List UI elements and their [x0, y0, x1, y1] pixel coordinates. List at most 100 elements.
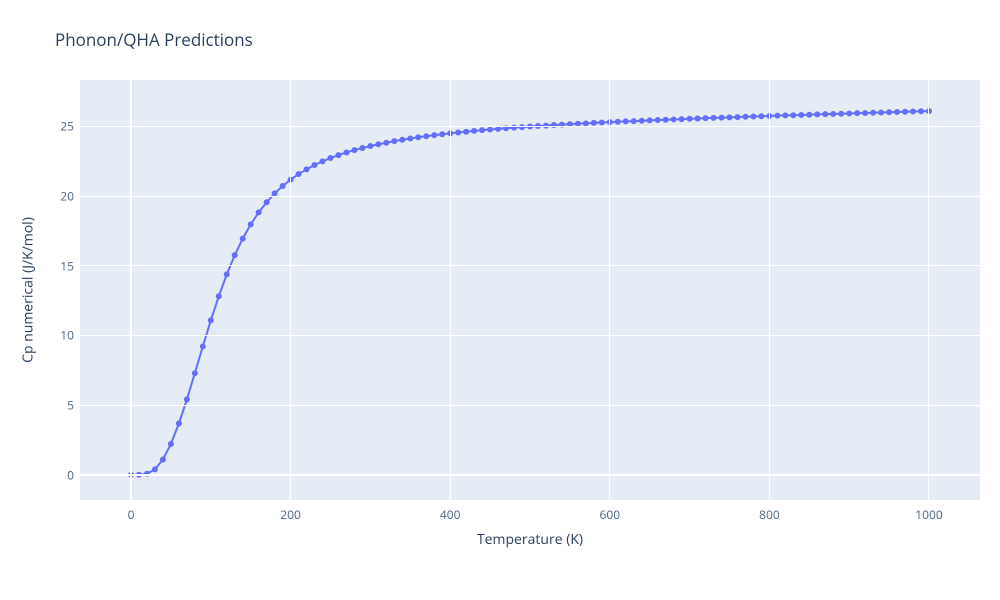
series-marker[interactable] — [822, 111, 828, 117]
series-marker[interactable] — [758, 113, 764, 119]
series-marker[interactable] — [296, 171, 302, 177]
series-marker[interactable] — [359, 145, 365, 151]
series-marker[interactable] — [910, 108, 916, 114]
x-grid-line — [290, 80, 291, 500]
series-marker[interactable] — [679, 116, 685, 122]
series-marker[interactable] — [407, 136, 413, 142]
series-marker[interactable] — [806, 112, 812, 118]
series-marker[interactable] — [280, 183, 286, 189]
series-marker[interactable] — [878, 109, 884, 115]
series-marker[interactable] — [216, 293, 222, 299]
series-marker[interactable] — [487, 126, 493, 132]
series-marker[interactable] — [814, 111, 820, 117]
series-marker[interactable] — [463, 129, 469, 135]
x-tick-label: 1000 — [915, 506, 942, 523]
series-marker[interactable] — [248, 221, 254, 227]
series-marker[interactable] — [312, 162, 318, 168]
series-marker[interactable] — [695, 115, 701, 121]
x-axis-title: Temperature (K) — [477, 530, 583, 549]
series-marker[interactable] — [168, 441, 174, 447]
series-marker[interactable] — [647, 117, 653, 123]
series-marker[interactable] — [455, 130, 461, 136]
series-marker[interactable] — [774, 113, 780, 119]
x-tick-label: 600 — [600, 506, 621, 523]
series-marker[interactable] — [830, 111, 836, 117]
series-marker[interactable] — [727, 114, 733, 120]
series-marker[interactable] — [391, 138, 397, 144]
series-marker[interactable] — [367, 143, 373, 149]
series-marker[interactable] — [423, 133, 429, 139]
series-marker[interactable] — [663, 117, 669, 123]
plot-svg — [0, 0, 1000, 600]
series-marker[interactable] — [256, 209, 262, 215]
series-marker[interactable] — [240, 236, 246, 242]
series-marker[interactable] — [335, 152, 341, 158]
series-marker[interactable] — [870, 110, 876, 116]
x-grid-line — [609, 80, 610, 500]
series-marker[interactable] — [838, 111, 844, 117]
series-marker[interactable] — [320, 158, 326, 164]
series-marker[interactable] — [639, 118, 645, 124]
series-marker[interactable] — [439, 131, 445, 137]
series-marker[interactable] — [711, 115, 717, 121]
series-marker[interactable] — [886, 109, 892, 115]
series-marker[interactable] — [687, 116, 693, 122]
y-grid-line — [80, 405, 980, 406]
series-marker[interactable] — [264, 199, 270, 205]
series-marker[interactable] — [750, 114, 756, 120]
y-tick-label: 15 — [50, 257, 74, 274]
y-grid-line — [80, 335, 980, 336]
series-marker[interactable] — [671, 116, 677, 122]
series-marker[interactable] — [200, 343, 206, 349]
series-marker[interactable] — [399, 137, 405, 143]
y-tick-label: 20 — [50, 188, 74, 205]
series-marker[interactable] — [431, 132, 437, 138]
series-marker[interactable] — [224, 271, 230, 277]
x-zero-line — [130, 80, 132, 500]
x-grid-line — [769, 80, 770, 500]
series-marker[interactable] — [655, 117, 661, 123]
series-marker[interactable] — [742, 114, 748, 120]
x-grid-line — [450, 80, 451, 500]
series-marker[interactable] — [719, 115, 725, 121]
series-marker[interactable] — [208, 317, 214, 323]
series-marker[interactable] — [192, 370, 198, 376]
y-zero-line — [80, 474, 980, 476]
series-marker[interactable] — [623, 118, 629, 124]
series-marker[interactable] — [232, 252, 238, 258]
series-marker[interactable] — [415, 134, 421, 140]
series-marker[interactable] — [479, 127, 485, 133]
series-marker[interactable] — [152, 466, 158, 472]
series-marker[interactable] — [782, 112, 788, 118]
y-tick-label: 0 — [50, 466, 74, 483]
series-marker[interactable] — [160, 456, 166, 462]
series-marker[interactable] — [599, 120, 605, 126]
series-marker[interactable] — [351, 147, 357, 153]
y-axis-title: Cp numerical (J/K/mol) — [19, 217, 38, 363]
series-marker[interactable] — [790, 112, 796, 118]
series-marker[interactable] — [902, 109, 908, 115]
x-tick-label: 0 — [128, 506, 135, 523]
series-line — [131, 111, 929, 475]
series-marker[interactable] — [328, 155, 334, 161]
series-marker[interactable] — [894, 109, 900, 115]
series-marker[interactable] — [176, 421, 182, 427]
y-tick-label: 5 — [50, 397, 74, 414]
y-tick-label: 25 — [50, 118, 74, 135]
series-marker[interactable] — [615, 119, 621, 125]
series-marker[interactable] — [343, 149, 349, 155]
series-marker[interactable] — [798, 112, 804, 118]
series-marker[interactable] — [703, 115, 709, 121]
series-marker[interactable] — [854, 110, 860, 116]
series-marker[interactable] — [846, 110, 852, 116]
series-marker[interactable] — [734, 114, 740, 120]
series-marker[interactable] — [471, 128, 477, 134]
series-marker[interactable] — [184, 396, 190, 402]
series-marker[interactable] — [918, 108, 924, 114]
series-marker[interactable] — [631, 118, 637, 124]
series-marker[interactable] — [862, 110, 868, 116]
series-marker[interactable] — [383, 140, 389, 146]
series-marker[interactable] — [304, 166, 310, 172]
series-marker[interactable] — [375, 141, 381, 147]
x-grid-line — [928, 80, 929, 500]
